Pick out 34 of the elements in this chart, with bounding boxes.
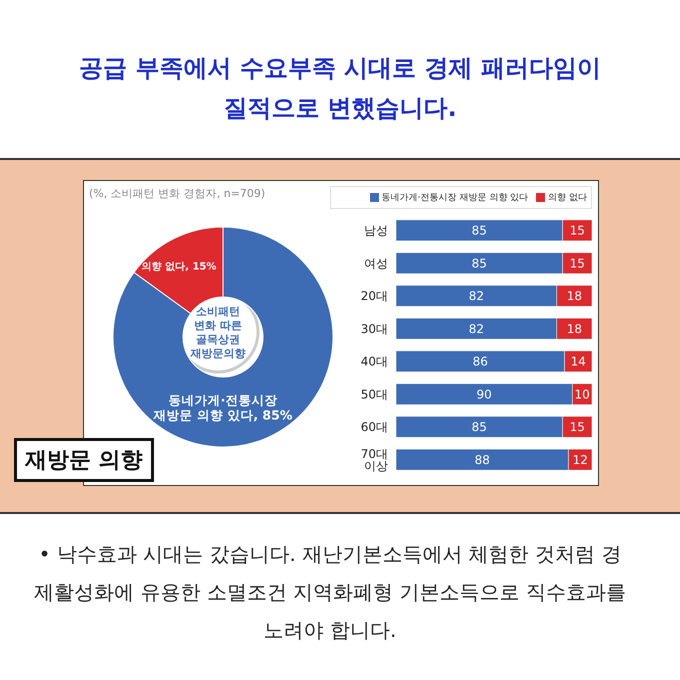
data-label: 85 [472, 420, 487, 434]
data-label: 15 [570, 420, 585, 434]
data-label: 88 [474, 452, 490, 467]
y-tick-label: 30대 [360, 322, 388, 336]
data-label: 85 [472, 256, 487, 270]
chart-title: 공급 부족에서 수요부족 시대로 경제 패러다임이 질적으로 변했습니다. [78, 53, 602, 124]
y-tick-label: 60대 [360, 420, 388, 434]
y-tick-label: 50대 [360, 387, 388, 402]
data-label: 15 [570, 256, 585, 270]
data-label: 14 [570, 354, 586, 369]
data-label: 82 [468, 322, 484, 336]
text: 재방문 의향 [14, 438, 154, 482]
data-label: 86 [472, 354, 488, 369]
data-label: 18 [566, 322, 582, 336]
y-tick-label: 여성 [364, 256, 388, 270]
data-label: 90 [476, 387, 492, 402]
data-label: 85 [472, 224, 487, 238]
y-tick-label: 40대 [360, 354, 388, 369]
y-tick-label: 20대 [360, 289, 388, 304]
data-label: 10 [574, 387, 590, 402]
y-tick-label: 70대 이상 [360, 446, 388, 473]
donut-slice [112, 226, 334, 448]
series-label: 동네가게·전통시장 재방문 의향 있다 [382, 192, 528, 204]
chart-subtitle: (%, 소비패턴 변화 경험자, n=709) [89, 186, 266, 201]
data-label: 15 [570, 224, 585, 238]
data-label: 12 [572, 452, 588, 467]
slice-label: 의향 없다, 15% [142, 261, 216, 272]
y-tick-label: 남성 [364, 224, 388, 238]
text: • 낙수효과 시대는 갔습니다. 재난기본소득에서 체험한 것처럼 경제활성화에 유용한 소멸조건 지역화폐형 기본소득으로 직수효과를 노려야 합니다. [33, 541, 627, 644]
data-label: 82 [468, 289, 484, 304]
data-label: 18 [566, 289, 582, 304]
legend-label: 의향 없다 [548, 192, 587, 204]
text: 소비패턴 변화 따른 골목상권 재방문의향 [190, 305, 246, 360]
slice-label: 동네가게·전통시장 재방문 의향 있다, 85% [152, 392, 293, 422]
